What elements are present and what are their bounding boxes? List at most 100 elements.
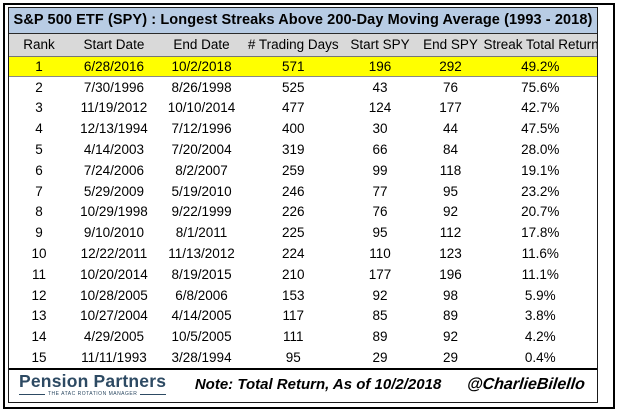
table-cell: 9 [35,225,43,241]
table-row: 13 10/27/2004 4/14/2005 117 85 89 3.8% [9,306,597,327]
table-cell: 110 [369,246,391,262]
table-cell: 117 [282,308,305,324]
table-cell: 10/29/1998 [80,204,148,220]
table-cell: 47.5% [521,121,560,137]
table-cell: 14 [31,329,47,345]
table-cell: 224 [282,246,305,262]
table-title: S&P 500 ETF (SPY) : Longest Streaks Abov… [9,8,597,34]
table-cell: 23.2% [521,183,560,199]
table-cell: 12/13/1994 [80,121,148,137]
table-cell: 5 [35,142,43,158]
table-cell: 28.0% [521,142,560,158]
table-cell: 89 [372,329,388,345]
table-cell: 3 [35,100,43,116]
column-header: Start SPY [342,34,418,57]
table-cell: 75.6% [521,79,560,95]
table-cell: 7/30/1996 [83,79,144,95]
table-cell: 226 [282,204,305,220]
column-header: Streak Total Return [483,34,597,57]
table-cell: 4/14/2005 [171,308,232,324]
table-row: 1 6/28/2016 10/2/2018 571 196 292 49.2% [9,55,597,78]
table-row: 7 5/29/2009 5/19/2010 246 77 95 23.2% [9,181,597,202]
table-cell: 10/27/2004 [80,308,148,324]
table-cell: 259 [282,162,305,178]
table-cell: 112 [439,225,462,241]
table-cell: 246 [282,183,305,199]
table-cell: 43 [372,79,388,95]
table-cell: 225 [282,225,305,241]
table-cell: 98 [443,287,459,303]
table-cell: 477 [282,100,305,116]
table-cell: 76 [372,204,388,220]
table-cell: 7/20/2004 [171,142,232,158]
table-cell: 8/26/1998 [171,79,232,95]
table-cell: 4 [35,121,43,137]
table-cell: 11/11/1993 [81,350,147,366]
table-cell: 30 [372,121,388,137]
table-cell: 6/28/2016 [68,55,159,78]
footer: Pension Partners THE ATAC ROTATION MANAG… [9,367,597,402]
column-header: Rank [9,34,69,57]
table-cell: 11 [31,266,46,282]
table-cell: 7/12/1996 [171,121,232,137]
table-cell: 4/14/2003 [83,142,144,158]
table-row: 4 12/13/1994 7/12/1996 400 30 44 47.5% [9,118,597,139]
table-cell: 196 [439,266,462,282]
table-cell: 3.8% [524,308,556,324]
table-cell: 42.7% [521,100,560,116]
table-row: 5 4/14/2003 7/20/2004 319 66 84 28.0% [9,139,597,160]
table-cell: 4/29/2005 [83,329,144,345]
twitter-handle: @CharlieBilello [466,375,586,393]
table-cell: 5.9% [524,287,556,303]
table-cell: 177 [368,266,392,282]
table-cell: 3/28/1994 [171,350,232,366]
table-cell: 77 [372,183,388,199]
table-cell: 6/8/2006 [175,287,228,303]
table-row: 6 7/24/2006 8/2/2007 259 99 118 19.1% [9,160,597,181]
table-cell: 66 [372,142,388,158]
table-row: 3 11/19/2012 10/10/2014 477 124 177 42.7% [9,98,597,119]
table-cell: 10/5/2005 [171,329,232,345]
table-row: 15 11/11/1993 3/28/1994 95 29 29 0.4% [9,347,597,368]
table-row: 9 9/10/2010 8/1/2011 225 95 112 17.8% [9,222,597,243]
table-cell: 20.7% [521,204,560,220]
column-header: End Date [158,34,245,57]
table-row: 2 7/30/1996 8/26/1998 525 43 76 75.6% [9,77,597,98]
tagline-rule-left [19,393,45,395]
table-cell: 7 [35,183,43,199]
table-cell: 4.2% [524,329,556,345]
table-row: 12 10/28/2005 6/8/2006 153 92 98 5.9% [9,285,597,306]
table-cell: 89 [443,308,459,324]
table-cell: 8/19/2015 [171,266,232,282]
footnote: Note: Total Return, As of 10/2/2018 [194,376,442,394]
table-cell: 1 [9,55,69,78]
table-cell: 8 [35,204,43,220]
table-cell: 177 [439,100,462,116]
table-cell: 10 [31,246,47,262]
table-cell: 400 [282,121,305,137]
table-cell: 525 [282,79,305,95]
logo-tagline: THE ATAC ROTATION MANAGER [48,391,138,398]
table-cell: 111 [283,329,304,345]
table-cell: 29 [372,350,388,366]
table-cell: 12 [31,287,47,303]
table-row: 14 4/29/2005 10/5/2005 111 89 92 4.2% [9,326,597,347]
table-cell: 11.1% [521,266,559,282]
table-cell: 5/19/2010 [171,183,232,199]
table-cell: 92 [372,287,388,303]
table-cell: 123 [439,246,462,262]
logo-tagline-row: THE ATAC ROTATION MANAGER [19,391,169,397]
table-cell: 11.6% [521,246,559,262]
table-cell: 85 [372,308,388,324]
table-cell: 92 [443,329,459,345]
table-cell: 15 [31,350,47,366]
table-cell: 292 [417,55,484,78]
table-cell: 0.4% [524,350,556,366]
table-cell: 124 [368,100,392,116]
table-cell: 29 [443,350,459,366]
table-cell: 76 [443,79,459,95]
table-cell: 10/10/2014 [167,100,236,116]
table-cell: 5/29/2009 [83,183,144,199]
header-row: Rank Start Date End Date # Trading Days Star… [9,34,597,57]
table-cell: 210 [282,266,305,282]
